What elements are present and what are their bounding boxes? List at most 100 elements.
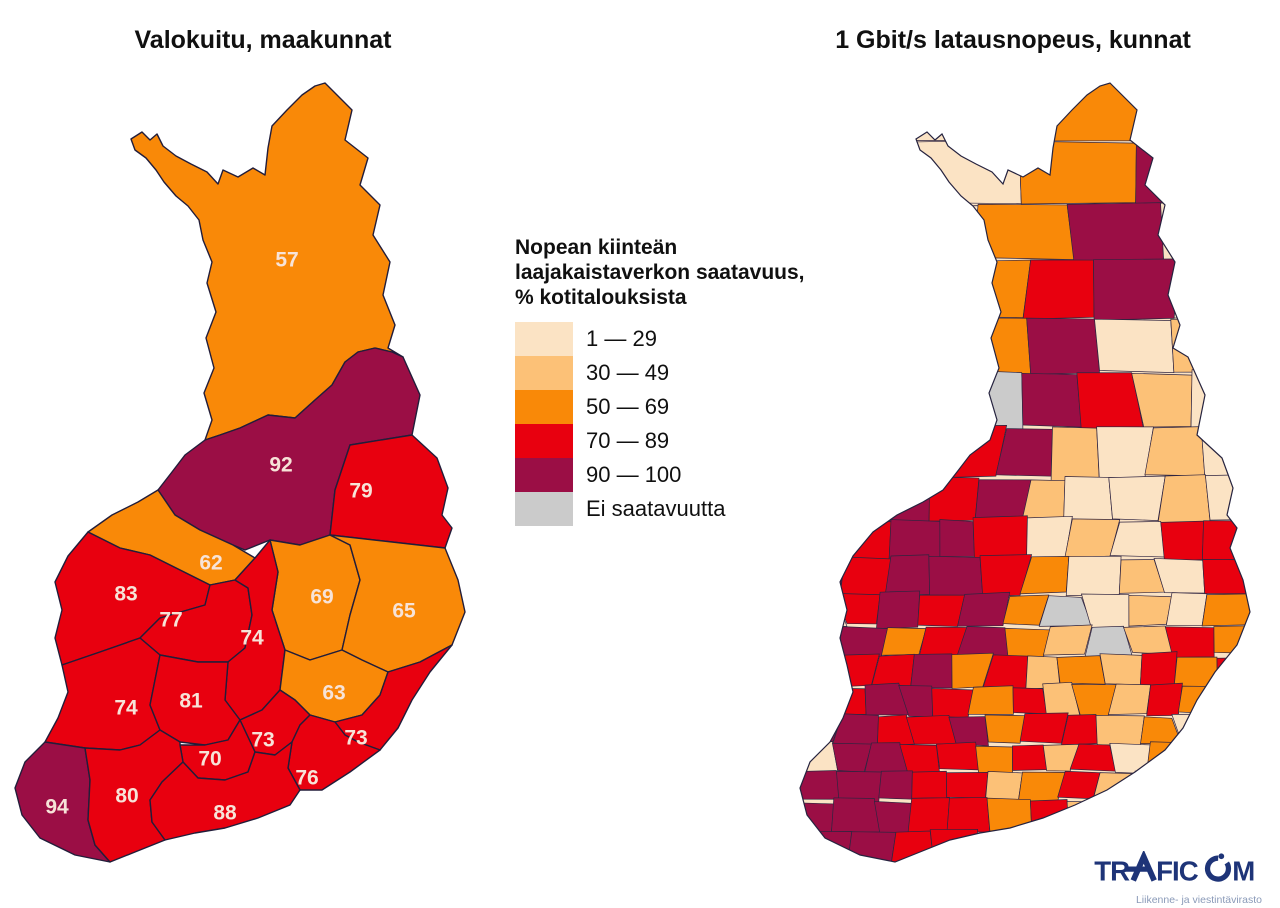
right-map-municipality-cell: [1109, 521, 1165, 558]
right-map-municipality-cell: [935, 741, 980, 771]
legend-swatch: [515, 356, 573, 391]
right-map-municipality-cell: [1094, 318, 1175, 373]
legend-items: 1 — 29 30 — 49 50 — 69 70 — 89 90 — 100 Ei sa…: [515, 322, 895, 527]
right-map-municipality-cell: [1012, 687, 1048, 715]
right-map-municipality-cell: [1066, 202, 1165, 264]
legend-title-line: % kotitalouksista: [515, 285, 687, 309]
right-map-municipality-cell: [837, 626, 889, 658]
left-map-region-value: 79: [349, 480, 372, 503]
right-map-municipality-cell: [1030, 799, 1069, 834]
legend-row: 50 — 69: [515, 390, 895, 425]
right-map-municipality-cell: [800, 801, 835, 834]
right-map-municipality-cell: [1205, 797, 1250, 836]
legend: Nopean kiinteän laajakaistaverkon saatav…: [515, 236, 895, 527]
legend-label: 50 — 69: [586, 394, 670, 420]
right-map-municipality-cell: [1173, 656, 1218, 688]
right-map-municipality-cell: [833, 592, 881, 625]
right-map-municipality-cell: [1160, 202, 1250, 261]
right-map-municipality-cell: [1182, 746, 1218, 773]
right-map-municipality-cell: [893, 426, 954, 480]
legend-swatch: [515, 492, 573, 527]
right-map-municipality-cell: [974, 479, 1032, 522]
left-map-region-57-0: [130, 82, 404, 441]
right-map-municipality-cell: [1057, 770, 1101, 800]
left-map-region-value: 74: [114, 697, 138, 720]
right-map-municipality-cell: [946, 772, 989, 799]
right-map-municipality-cell: [1107, 683, 1151, 716]
right-map-municipality-cell: [984, 714, 1026, 744]
right-map-municipality-cell: [1216, 656, 1250, 685]
logo-stylized-o-icon: [1204, 853, 1232, 882]
legend-label: Ei saatavuutta: [586, 496, 726, 522]
right-map-municipality-cell: [1099, 653, 1143, 686]
legend-label: 70 — 89: [586, 428, 670, 454]
right-map-municipality-cell: [1108, 475, 1166, 521]
right-map-municipality-cell: [800, 656, 840, 687]
right-map-municipality-cell: [885, 554, 931, 596]
right-map-municipality-cell: [1012, 744, 1048, 771]
right-map-municipality-cell: [800, 83, 1033, 142]
right-map-municipality-cell: [1174, 771, 1215, 804]
right-map-municipality-cell: [910, 373, 976, 430]
legend-row: 70 — 89: [515, 424, 895, 459]
right-map-municipality-cell: [1093, 258, 1180, 321]
right-map-municipality-cell: [1144, 426, 1206, 477]
left-map-region-79-2: [329, 434, 453, 549]
logo-text-fic: FIC: [1156, 856, 1199, 887]
right-map-municipality-cell: [890, 830, 935, 862]
right-map-municipality-cell: [890, 205, 979, 265]
legend-swatch: [515, 424, 573, 459]
right-map-municipality-cell: [928, 555, 984, 597]
right-map-municipality-cell: [1146, 741, 1187, 774]
right-map-municipality-cell: [1211, 684, 1250, 717]
logo-text-tr: TR: [1094, 856, 1130, 887]
right-map-municipality-cell: [911, 770, 948, 799]
right-map-municipality-cell: [800, 139, 917, 208]
left-map-region-value: 57: [275, 249, 298, 272]
right-map-municipality-cell: [878, 770, 913, 800]
right-map-municipality-cell: [876, 590, 921, 629]
right-map-municipality-cell: [1205, 473, 1250, 521]
right-map-municipality-cell: [1202, 559, 1250, 595]
right-map-municipality-cell: [1019, 712, 1069, 744]
legend-title: Nopean kiinteän laajakaistaverkon saatav…: [515, 236, 895, 310]
right-map-municipality-cell: [1065, 555, 1122, 597]
legend-row: 30 — 49: [515, 356, 895, 391]
right-map-municipality-cell: [979, 554, 1033, 597]
right-map-title: 1 Gbit/s latausnopeus, kunnat: [835, 26, 1191, 54]
logo-stylized-a-icon: [1125, 849, 1157, 882]
right-map-municipality-cell: [939, 519, 975, 557]
left-map-region-value: 65: [392, 600, 416, 623]
right-map-municipality-cell: [1050, 426, 1100, 483]
right-map-municipality-cell: [1165, 592, 1208, 626]
right-map-municipality-cell: [800, 520, 848, 559]
right-map-municipality-cell: [800, 831, 853, 862]
right-map-municipality-cell: [881, 627, 927, 656]
legend-title-line: laajakaistaverkon saatavuus,: [515, 260, 805, 284]
left-map: 57 92 79 62 69 65 83 77 74 74 81 63 73 73 70 76 94 80 88: [14, 82, 466, 863]
right-map-municipality-cell: [800, 741, 839, 773]
left-map-region-value: 74: [240, 627, 264, 650]
right-map-municipality-cell: [917, 594, 966, 627]
right-map-municipality-cell: [1017, 771, 1066, 804]
right-map-municipality-cell: [1173, 798, 1218, 835]
left-map-region-value: 80: [115, 785, 138, 808]
legend-label: 90 — 100: [586, 462, 682, 488]
legend-swatch: [515, 458, 573, 493]
right-map-municipality-cell: [1018, 140, 1137, 205]
right-map-municipality-cell: [946, 797, 991, 833]
right-map-municipality-cell: [800, 683, 839, 715]
right-map-municipality-cell: [1216, 745, 1250, 771]
legend-swatch: [515, 390, 573, 425]
right-map-municipality-cell: [1157, 474, 1211, 524]
right-map-municipality-cell: [1201, 593, 1250, 627]
right-map-municipality-cell: [1063, 476, 1113, 522]
right-map-municipality-cell: [1021, 372, 1082, 428]
logo-text-m: M: [1232, 856, 1254, 887]
right-map-municipality-cell: [1160, 520, 1204, 562]
left-map-region-value: 81: [179, 690, 203, 713]
legend-row: 90 — 100: [515, 458, 895, 493]
left-map-region-value: 92: [269, 454, 292, 477]
right-map-municipality-cell: [1140, 651, 1178, 687]
